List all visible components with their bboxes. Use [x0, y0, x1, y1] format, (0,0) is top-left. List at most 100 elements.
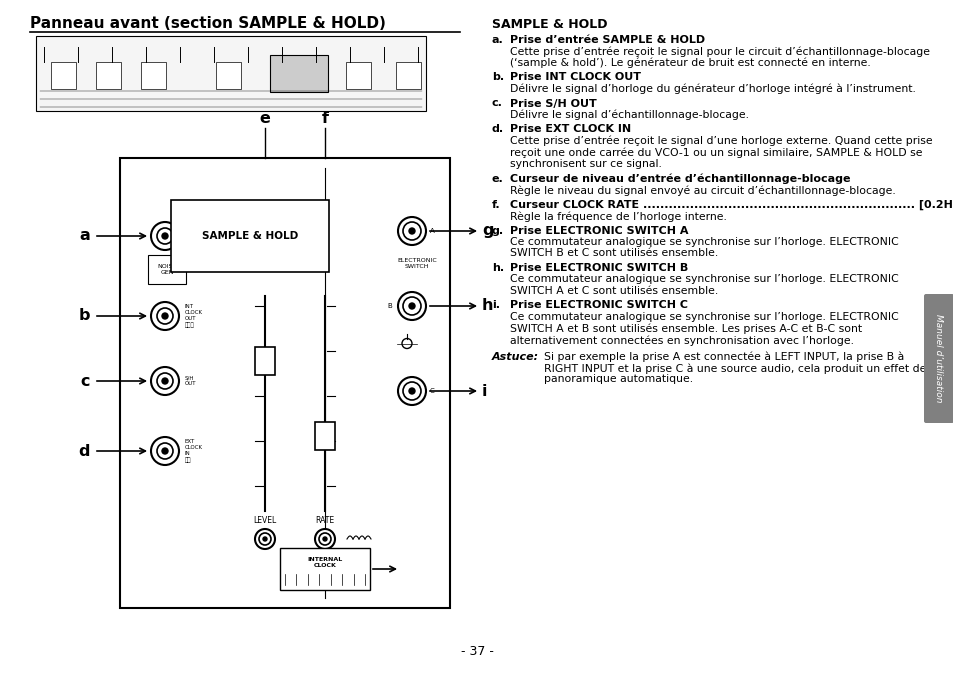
Text: B: B — [387, 303, 392, 309]
Text: Prise ELECTRONIC SWITCH A: Prise ELECTRONIC SWITCH A — [510, 226, 688, 235]
Text: Délivre le signal d’horloge du générateur d’horloge intégré à l’instrument.: Délivre le signal d’horloge du générateu… — [510, 84, 915, 95]
Circle shape — [401, 339, 412, 349]
Circle shape — [151, 437, 179, 465]
Text: a.: a. — [492, 35, 503, 45]
Circle shape — [402, 382, 420, 400]
Circle shape — [162, 313, 168, 319]
Circle shape — [402, 222, 420, 240]
Text: (‘sample & hold’). Le générateur de bruit est connecté en interne.: (‘sample & hold’). Le générateur de brui… — [510, 58, 870, 68]
Text: EXT
CLOCK
IN
⎯⎯: EXT CLOCK IN ⎯⎯ — [185, 439, 203, 462]
Text: Cette prise d’entrée reçoit le signal d’une horloge externe. Quand cette prise: Cette prise d’entrée reçoit le signal d’… — [510, 136, 932, 147]
Circle shape — [323, 537, 327, 541]
Circle shape — [397, 292, 426, 320]
Text: A: A — [430, 228, 435, 234]
Text: c.: c. — [492, 99, 502, 109]
Text: Prise INT CLOCK OUT: Prise INT CLOCK OUT — [510, 72, 640, 82]
Text: f.: f. — [492, 199, 500, 210]
Text: SWITCH A et C sont utilisés ensemble.: SWITCH A et C sont utilisés ensemble. — [510, 286, 718, 296]
Circle shape — [151, 367, 179, 395]
Text: Ce commutateur analogique se synchronise sur l’horloge. ELECTRONIC: Ce commutateur analogique se synchronise… — [510, 274, 898, 285]
Circle shape — [409, 388, 415, 394]
Text: e: e — [259, 111, 270, 126]
Circle shape — [397, 217, 426, 245]
Circle shape — [254, 529, 274, 549]
Circle shape — [318, 533, 331, 545]
Text: Délivre le signal d’échantillonnage-blocage.: Délivre le signal d’échantillonnage-bloc… — [510, 110, 748, 120]
Text: b.: b. — [492, 72, 503, 82]
Bar — [346, 62, 371, 89]
Text: reçoit une onde carrée du VCO-1 ou un signal similaire, SAMPLE & HOLD se: reçoit une onde carrée du VCO-1 ou un si… — [510, 147, 922, 158]
Text: LEVEL: LEVEL — [253, 516, 276, 525]
Text: INTERNAL
CLOCK: INTERNAL CLOCK — [307, 557, 342, 568]
Text: g.: g. — [492, 226, 503, 235]
Text: Curseur CLOCK RATE .............................................................: Curseur CLOCK RATE .....................… — [510, 199, 953, 210]
Bar — [120, 158, 450, 608]
Text: Ce commutateur analogique se synchronise sur l’horloge. ELECTRONIC: Ce commutateur analogique se synchronise… — [510, 237, 898, 247]
Bar — [51, 62, 76, 89]
Text: Prise EXT CLOCK IN: Prise EXT CLOCK IN — [510, 124, 631, 135]
Text: Prise ELECTRONIC SWITCH B: Prise ELECTRONIC SWITCH B — [510, 263, 687, 273]
Text: f: f — [321, 111, 328, 126]
Bar — [36, 36, 426, 111]
FancyBboxPatch shape — [923, 294, 953, 423]
Text: Curseur de niveau d’entrée d’échantillonnage-blocage: Curseur de niveau d’entrée d’échantillon… — [510, 174, 850, 184]
Text: Panneau avant (section SAMPLE & HOLD): Panneau avant (section SAMPLE & HOLD) — [30, 16, 385, 31]
Text: alternativement connectées en synchronisation avec l’horloge.: alternativement connectées en synchronis… — [510, 335, 853, 345]
Circle shape — [263, 537, 267, 541]
Text: synchronisent sur ce signal.: synchronisent sur ce signal. — [510, 159, 661, 169]
Text: Règle le niveau du signal envoyé au circuit d’échantillonnage-blocage.: Règle le niveau du signal envoyé au circ… — [510, 185, 895, 195]
Circle shape — [157, 228, 172, 244]
Circle shape — [397, 377, 426, 405]
Bar — [96, 62, 121, 89]
Circle shape — [157, 373, 172, 389]
Text: panoramique automatique.: panoramique automatique. — [543, 375, 693, 385]
Text: SWITCH A et B sont utilisés ensemble. Les prises A-C et B-C sont: SWITCH A et B sont utilisés ensemble. Le… — [510, 324, 862, 334]
Text: i.: i. — [492, 301, 499, 310]
Bar — [280, 548, 370, 590]
Text: c: c — [80, 374, 90, 389]
Circle shape — [162, 378, 168, 384]
Bar — [270, 55, 328, 92]
Circle shape — [409, 228, 415, 234]
Text: Manuel d’utilisation: Manuel d’utilisation — [934, 314, 943, 403]
Text: g: g — [481, 224, 493, 239]
Text: Prise ELECTRONIC SWITCH C: Prise ELECTRONIC SWITCH C — [510, 301, 687, 310]
Text: h: h — [481, 299, 493, 314]
Circle shape — [157, 443, 172, 459]
Text: S/H
OUT: S/H OUT — [185, 376, 196, 387]
Bar — [141, 62, 166, 89]
Text: d.: d. — [492, 124, 503, 135]
Text: Astuce:: Astuce: — [492, 352, 538, 362]
Text: INT
CLOCK
OUT
⎯⎯⎯: INT CLOCK OUT ⎯⎯⎯ — [185, 304, 203, 328]
Bar — [286, 62, 311, 89]
Text: Prise S/H OUT: Prise S/H OUT — [510, 99, 597, 109]
Circle shape — [402, 297, 420, 315]
Bar — [215, 62, 241, 89]
Circle shape — [162, 448, 168, 454]
Circle shape — [162, 233, 168, 239]
Text: RIGHT INPUT et la prise C à une source audio, cela produit un effet de: RIGHT INPUT et la prise C à une source a… — [543, 363, 925, 374]
Text: Règle la fréquence de l’horloge interne.: Règle la fréquence de l’horloge interne. — [510, 211, 726, 222]
Text: SAMPLE & HOLD: SAMPLE & HOLD — [492, 18, 607, 31]
Text: C: C — [430, 388, 435, 394]
Bar — [314, 422, 335, 450]
Text: - 37 -: - 37 - — [460, 645, 493, 658]
Text: Ce commutateur analogique se synchronise sur l’horloge. ELECTRONIC: Ce commutateur analogique se synchronise… — [510, 312, 898, 322]
Text: a: a — [79, 228, 90, 243]
Text: Si par exemple la prise A est connectée à LEFT INPUT, la prise B à: Si par exemple la prise A est connectée … — [543, 352, 903, 362]
Circle shape — [157, 308, 172, 324]
Text: Prise d’entrée SAMPLE & HOLD: Prise d’entrée SAMPLE & HOLD — [510, 35, 704, 45]
Text: d: d — [78, 443, 90, 458]
Text: i: i — [481, 383, 487, 398]
Circle shape — [409, 303, 415, 309]
Text: NOISE
GEN: NOISE GEN — [157, 264, 176, 275]
Text: Cette prise d’entrée reçoit le signal pour le circuit d’échantillonnage-blocage: Cette prise d’entrée reçoit le signal po… — [510, 47, 929, 57]
Bar — [395, 62, 420, 89]
Circle shape — [258, 533, 271, 545]
Circle shape — [151, 302, 179, 330]
Text: SWITCH B et C sont utilisés ensemble.: SWITCH B et C sont utilisés ensemble. — [510, 249, 718, 258]
Text: e.: e. — [492, 174, 503, 183]
Text: RATE: RATE — [315, 516, 335, 525]
Text: ELECTRONIC
SWITCH: ELECTRONIC SWITCH — [396, 258, 436, 269]
Circle shape — [314, 529, 335, 549]
